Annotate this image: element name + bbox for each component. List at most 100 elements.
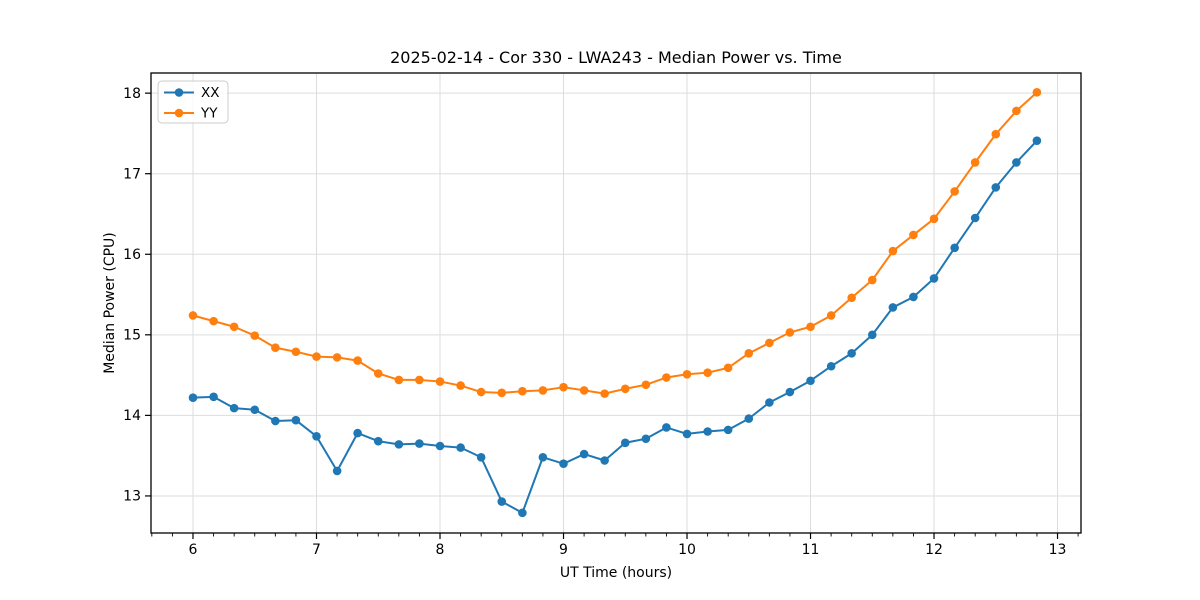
data-point-xx xyxy=(456,443,465,452)
data-point-yy xyxy=(559,382,568,392)
data-point-xx xyxy=(415,439,424,448)
data-point-yy xyxy=(250,331,260,340)
data-point-xx xyxy=(806,376,815,386)
x-tick-label: 11 xyxy=(802,542,820,558)
x-tick-label: 10 xyxy=(678,542,696,558)
data-point-yy xyxy=(620,384,630,394)
data-point-xx xyxy=(332,466,342,476)
data-point-xx xyxy=(847,349,856,358)
legend-marker xyxy=(174,88,184,97)
chart-title: 2025-02-14 - Cor 330 - LWA243 - Median P… xyxy=(390,48,842,67)
y-tick-label: 16 xyxy=(123,247,141,263)
data-point-yy xyxy=(394,375,404,385)
x-tick-label: 6 xyxy=(189,542,198,558)
data-point-yy xyxy=(867,275,877,285)
data-point-yy xyxy=(373,369,383,378)
data-point-yy xyxy=(291,347,301,357)
data-point-yy xyxy=(991,129,1001,139)
data-point-yy xyxy=(579,386,589,395)
data-point-xx xyxy=(744,414,754,423)
data-point-yy xyxy=(765,338,774,348)
data-point-yy xyxy=(888,246,898,256)
x-tick-label: 13 xyxy=(1049,542,1067,558)
data-point-yy xyxy=(271,343,280,353)
legend: XX YY xyxy=(157,80,229,124)
data-point-xx xyxy=(970,213,980,223)
data-point-xx xyxy=(271,416,280,426)
data-point-xx xyxy=(888,303,898,312)
data-point-xx xyxy=(723,425,733,435)
grid-lines xyxy=(151,73,1081,533)
y-tick-label: 13 xyxy=(123,489,141,505)
data-point-xx xyxy=(497,497,507,506)
legend-label: YY xyxy=(200,106,218,122)
data-point-xx xyxy=(538,452,548,462)
data-point-yy xyxy=(209,316,218,326)
data-point-yy xyxy=(188,311,198,320)
legend-marker xyxy=(174,108,184,118)
data-point-xx xyxy=(394,440,404,449)
data-point-xx xyxy=(600,456,609,465)
data-point-xx xyxy=(559,459,568,469)
data-point-yy xyxy=(806,322,815,332)
data-point-yy xyxy=(929,214,939,224)
x-tick-label: 12 xyxy=(925,542,943,558)
tick-labels: 6 7 8 9 10 11 12 13 13 14 15 16 17 18 xyxy=(123,86,1066,558)
data-point-xx xyxy=(250,405,260,415)
legend-label: XX xyxy=(201,85,220,101)
data-point-yy xyxy=(538,386,548,395)
data-point-yy xyxy=(744,349,754,358)
data-point-yy xyxy=(415,375,424,385)
data-point-xx xyxy=(909,292,918,302)
series-line-yy xyxy=(192,91,1038,395)
data-point-yy xyxy=(847,293,856,303)
data-point-xx xyxy=(662,423,671,432)
y-tick-label: 15 xyxy=(123,328,141,344)
x-axis-label: UT Time (hours) xyxy=(560,565,672,581)
data-point-yy xyxy=(353,356,362,365)
data-point-yy xyxy=(641,380,651,390)
data-point-xx xyxy=(785,387,795,397)
data-point-xx xyxy=(641,434,651,444)
data-point-xx xyxy=(950,243,959,253)
y-tick-label: 17 xyxy=(123,167,141,183)
data-point-xx xyxy=(682,429,692,439)
data-point-xx xyxy=(291,415,301,425)
data-point-xx xyxy=(703,427,712,436)
x-tick-label: 9 xyxy=(559,542,568,558)
data-point-yy xyxy=(682,369,692,379)
data-point-yy xyxy=(1032,88,1042,97)
data-point-yy xyxy=(518,386,527,396)
data-point-yy xyxy=(950,187,959,196)
data-point-xx xyxy=(1012,158,1021,167)
data-point-yy xyxy=(497,388,507,398)
data-point-xx xyxy=(435,441,445,451)
axis-ticks xyxy=(145,92,1079,539)
x-tick-label: 7 xyxy=(312,542,321,558)
data-point-yy xyxy=(312,352,321,361)
data-point-yy xyxy=(909,230,918,240)
data-point-yy xyxy=(970,158,980,167)
data-point-xx xyxy=(229,403,239,413)
data-point-xx xyxy=(620,438,630,448)
data-point-xx xyxy=(312,432,321,441)
data-point-yy xyxy=(456,381,465,390)
data-point-yy xyxy=(435,377,445,386)
series-line-xx xyxy=(192,139,1038,514)
data-point-xx xyxy=(1032,136,1042,145)
data-point-yy xyxy=(332,353,342,362)
data-point-yy xyxy=(476,387,486,397)
data-point-xx xyxy=(209,392,218,402)
data-point-xx xyxy=(476,452,486,462)
data-point-yy xyxy=(785,328,795,337)
y-axis-label: Median Power (CPU) xyxy=(102,232,118,374)
data-point-yy xyxy=(723,363,733,373)
y-tick-label: 14 xyxy=(123,408,141,424)
axes-frame xyxy=(150,72,1082,534)
data-point-xx xyxy=(826,361,836,371)
data-point-xx xyxy=(188,393,198,402)
data-point-xx xyxy=(518,508,527,518)
x-tick-label: 8 xyxy=(436,542,445,558)
